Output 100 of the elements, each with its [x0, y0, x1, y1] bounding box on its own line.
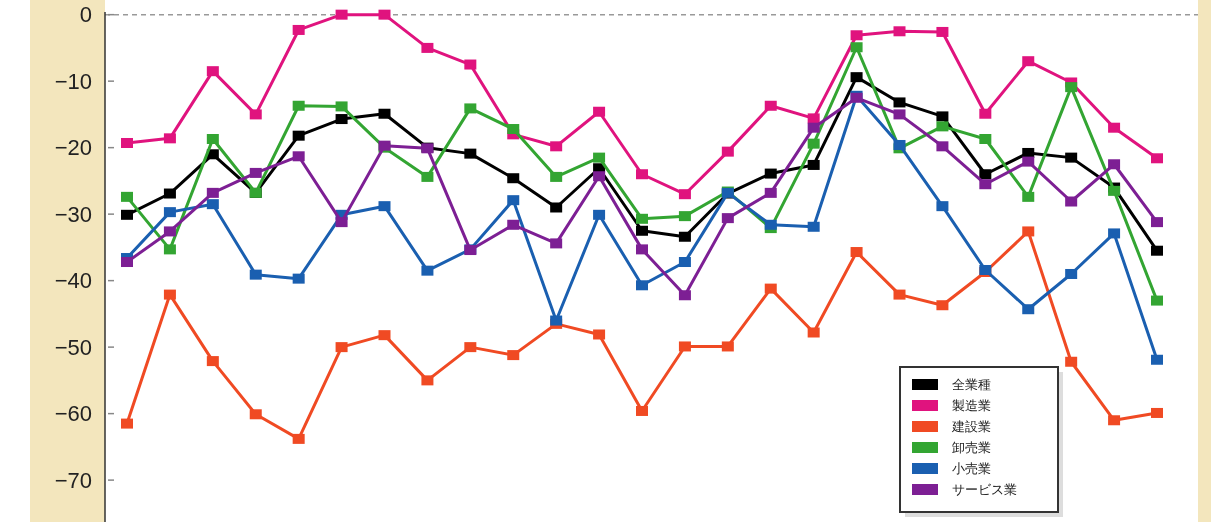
point: [850, 72, 863, 83]
point: [979, 169, 992, 180]
point: [378, 108, 391, 119]
point: [936, 201, 949, 212]
point: [292, 433, 305, 444]
point: [507, 195, 520, 206]
point: [550, 202, 563, 213]
point: [206, 187, 219, 198]
point: [936, 300, 949, 311]
point: [893, 97, 906, 108]
point: [636, 244, 648, 255]
point: [1065, 356, 1078, 367]
point: [1022, 56, 1035, 67]
point: [464, 103, 477, 114]
point: [507, 219, 520, 230]
point: [1108, 415, 1121, 426]
point: [1108, 159, 1121, 170]
point: [121, 209, 133, 220]
point: [292, 130, 305, 141]
point: [378, 9, 391, 20]
point: [593, 329, 606, 340]
point: [335, 114, 348, 125]
point: [721, 146, 734, 157]
point: [1108, 228, 1121, 239]
point: [678, 231, 691, 242]
point: [807, 159, 820, 170]
point: [206, 66, 219, 77]
point: [550, 141, 563, 152]
point: [678, 211, 691, 222]
point: [1022, 191, 1035, 202]
legend-label: 建設業: [951, 418, 991, 434]
point: [464, 342, 477, 353]
point: [979, 179, 992, 190]
point: [206, 199, 219, 210]
point: [1022, 147, 1035, 158]
point: [163, 133, 176, 144]
point: [593, 106, 606, 117]
point: [593, 171, 606, 182]
point: [678, 290, 691, 301]
point: [936, 141, 949, 152]
point: [936, 26, 949, 37]
y-tick-label: −70: [54, 467, 92, 493]
legend-label: 卸売業: [952, 439, 991, 455]
point: [1151, 407, 1163, 418]
point: [593, 152, 606, 163]
point: [292, 273, 305, 284]
point: [507, 173, 520, 184]
legend-label: 小売業: [952, 460, 991, 476]
point: [206, 134, 219, 144]
point: [593, 209, 606, 220]
point: [764, 100, 777, 111]
y-tick-label: −60: [54, 401, 92, 427]
point: [335, 101, 348, 112]
point: [1065, 82, 1078, 93]
legend-label: サービス業: [952, 481, 1017, 497]
point: [335, 9, 348, 20]
point: [1022, 304, 1035, 315]
legend-label: 全業種: [952, 376, 991, 392]
point: [335, 217, 348, 228]
y-tick-label: 0: [79, 2, 92, 28]
point: [292, 151, 305, 162]
point: [421, 265, 434, 276]
point: [163, 188, 176, 199]
point: [764, 283, 777, 294]
point: [249, 109, 262, 120]
point: [163, 226, 176, 237]
point: [807, 221, 820, 232]
point: [1151, 217, 1163, 228]
point: [979, 134, 992, 144]
point: [507, 350, 520, 361]
point: [979, 108, 992, 119]
point: [1151, 153, 1163, 164]
point: [121, 191, 133, 202]
point: [1151, 354, 1163, 365]
point: [764, 168, 777, 179]
point: [292, 24, 305, 35]
point: [721, 213, 734, 224]
point: [764, 187, 777, 198]
point: [1022, 226, 1035, 237]
point: [678, 257, 691, 268]
point: [936, 121, 949, 132]
point: [893, 139, 906, 150]
point: [678, 189, 691, 200]
y-tick-label: −40: [54, 268, 92, 294]
point: [421, 171, 434, 182]
y-tick-label: −30: [54, 201, 92, 227]
point: [636, 213, 648, 224]
point: [893, 289, 906, 300]
point: [121, 257, 133, 268]
point: [1022, 156, 1035, 167]
point: [1151, 245, 1163, 256]
point: [807, 138, 820, 149]
point: [850, 30, 863, 41]
point: [163, 207, 176, 218]
point: [378, 330, 391, 341]
point: [636, 169, 648, 180]
point: [636, 405, 648, 416]
point: [550, 171, 563, 182]
y-tick-label: −10: [54, 68, 92, 94]
point: [936, 111, 949, 122]
